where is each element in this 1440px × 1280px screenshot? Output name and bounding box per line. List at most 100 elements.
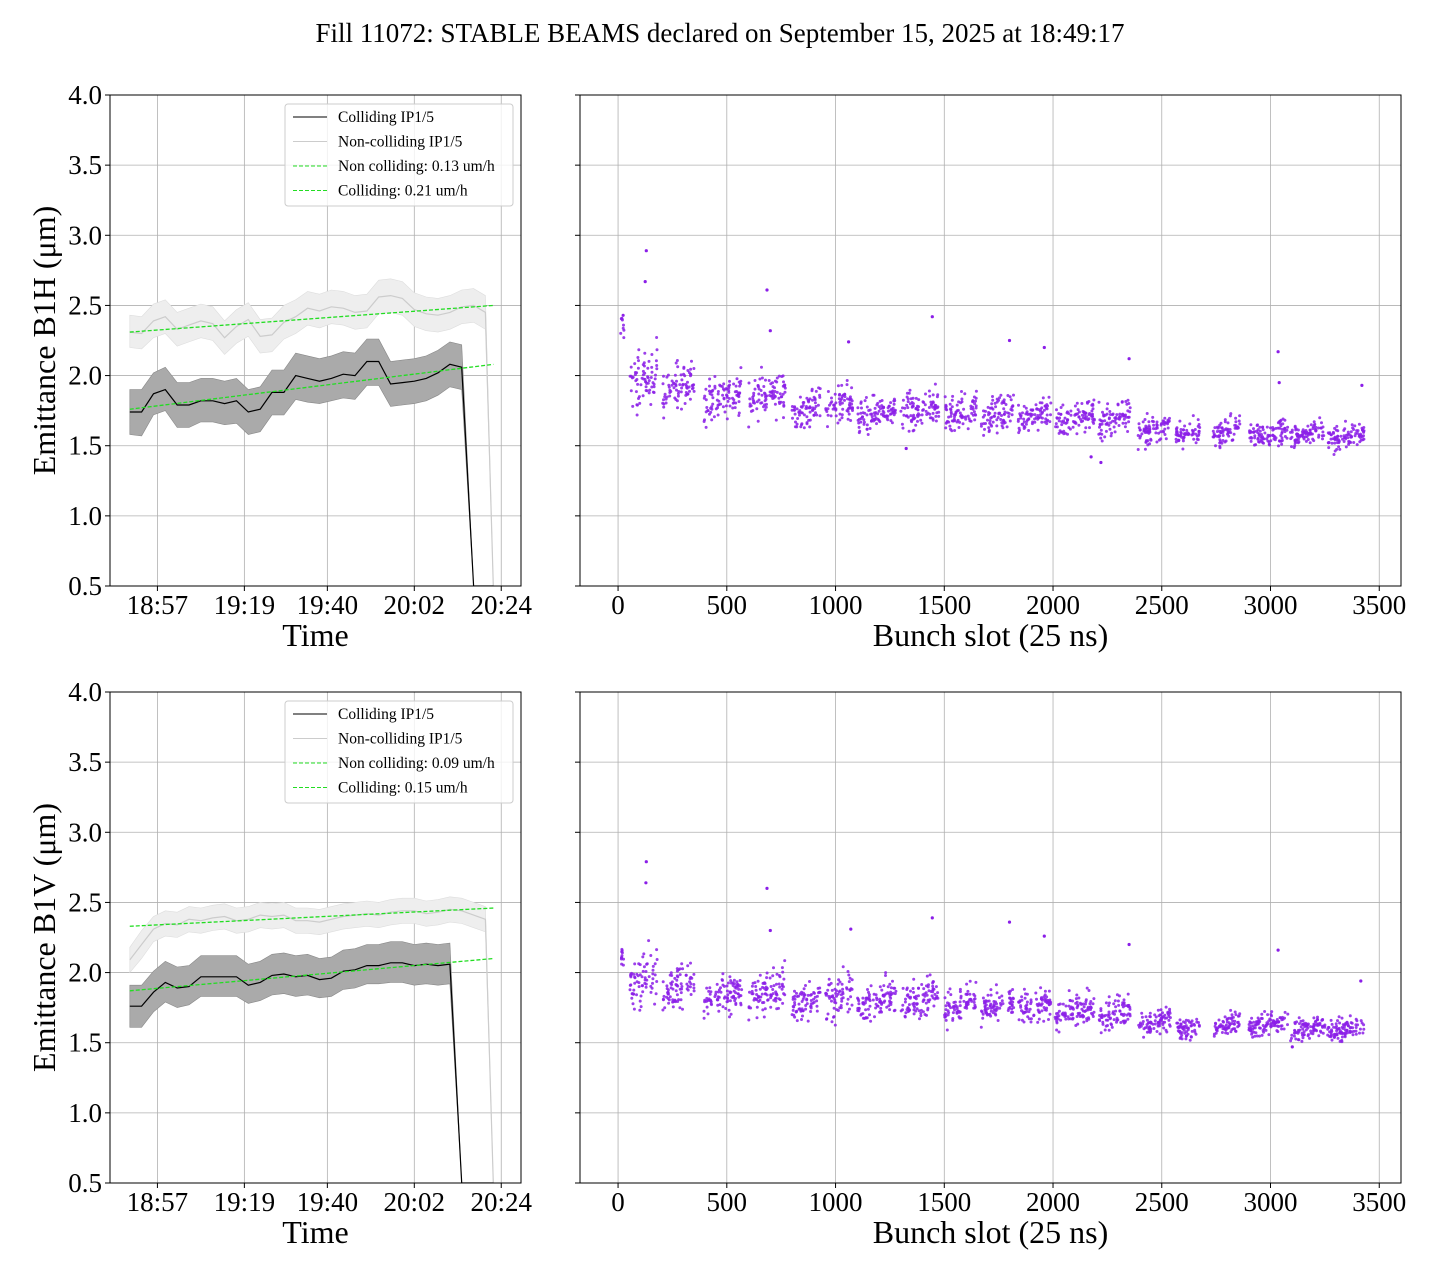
bunch-point	[721, 978, 724, 982]
bunch-point	[1309, 431, 1312, 435]
bunch-point	[646, 376, 650, 380]
bunch-point	[981, 1012, 985, 1016]
bunch-point	[1121, 1001, 1125, 1005]
bunch-point	[1100, 439, 1104, 443]
bunch-point	[712, 415, 716, 419]
bunch-point	[629, 389, 633, 393]
bunch-point	[815, 994, 819, 998]
bunch-point	[661, 401, 665, 405]
bunch-point	[1174, 440, 1178, 444]
bunch-point	[1120, 413, 1124, 417]
bunch-point	[671, 1000, 675, 1004]
bunch-point	[673, 373, 677, 377]
bunch-point	[1293, 444, 1297, 448]
bunch-point	[777, 982, 781, 986]
bunch-point	[1236, 426, 1239, 430]
bunch-point	[950, 398, 954, 402]
bunch-point	[748, 990, 751, 994]
bunch-point	[1090, 414, 1094, 418]
bunch-point	[923, 992, 927, 996]
y-tick-label: 3.0	[68, 817, 102, 847]
bunch-point	[775, 982, 778, 986]
bunch-point	[686, 964, 690, 968]
bunch-point	[1304, 1028, 1308, 1032]
bunch-point	[689, 367, 693, 371]
bunch-point	[737, 395, 741, 399]
bunch-point	[629, 973, 633, 977]
bunch-point	[1259, 435, 1263, 439]
bunch-point	[723, 410, 727, 414]
bunch-point	[1027, 1010, 1031, 1014]
bunch-point	[1354, 432, 1358, 435]
bunch-point	[825, 1017, 829, 1021]
bunch-point	[1177, 438, 1181, 442]
bunch-point	[1145, 426, 1149, 430]
y-tick-label: 4.0	[68, 677, 102, 707]
bunch-point	[1127, 415, 1131, 419]
bunch-point	[716, 406, 719, 410]
bunch-point	[908, 402, 912, 406]
bunch-point	[1061, 403, 1065, 407]
bunch-point	[1147, 430, 1151, 434]
bunch-point	[993, 1007, 997, 1011]
bunch-point	[727, 397, 731, 400]
bunch-point	[768, 976, 772, 980]
bunch-point	[1010, 408, 1014, 412]
bunch-point	[792, 1005, 796, 1009]
bunch-point	[793, 412, 797, 416]
bunch-point	[632, 988, 636, 992]
bunch-point	[794, 1010, 798, 1014]
bunch-point	[838, 412, 842, 416]
bunch-point	[857, 1006, 861, 1010]
bunch-point	[1100, 422, 1104, 426]
bunch-point	[719, 986, 722, 990]
bunch-point	[849, 995, 853, 999]
panel-B1V-time: 0.51.01.52.02.53.03.54.018:57 19:19 19:40 2…	[26, 677, 532, 1250]
bunch-point	[1188, 422, 1192, 426]
bunch-point	[923, 403, 927, 407]
bunch-point	[861, 996, 865, 1000]
bunch-point	[679, 373, 683, 377]
bunch-point	[931, 400, 935, 404]
bunch-point	[1001, 418, 1005, 422]
bunch-point	[1119, 1021, 1123, 1024]
x-tick-label: 1500	[917, 1187, 971, 1217]
bunch-point	[1073, 404, 1077, 408]
bunch-point	[1127, 402, 1131, 405]
bunch-point	[920, 413, 924, 417]
bunch-point	[1263, 431, 1267, 435]
bunch-point	[997, 996, 1001, 1000]
bunch-point	[629, 374, 633, 378]
bunch-point	[728, 383, 732, 387]
bunch-point	[755, 1005, 759, 1009]
bunch-point	[731, 401, 735, 405]
bunch-point	[990, 406, 994, 410]
bunch-point	[1104, 1018, 1108, 1022]
bunch-point	[773, 386, 776, 390]
bunch-point	[1104, 1001, 1108, 1005]
bunch-point	[893, 399, 897, 403]
fit-line-non-colliding	[129, 304, 494, 333]
bunch-point	[1283, 418, 1287, 422]
bunch-point-outlier	[1277, 381, 1281, 385]
bunch-point	[777, 974, 781, 977]
bunch-point	[1304, 429, 1308, 432]
bunch-point	[1126, 398, 1130, 402]
bunch-point	[1195, 437, 1199, 441]
bunch-point	[995, 1005, 999, 1009]
bunch-point	[792, 1013, 796, 1017]
x-tick-label: 3000	[1244, 590, 1298, 620]
bunch-point	[850, 978, 854, 982]
bunch-point	[649, 990, 653, 994]
bunch-point	[760, 992, 764, 996]
bunch-point	[645, 962, 649, 966]
y-tick-label: 1.5	[68, 1028, 102, 1058]
bunch-point	[986, 405, 990, 409]
bunch-point	[828, 403, 831, 407]
bunch-point	[884, 974, 887, 977]
bunch-point	[620, 317, 624, 321]
bunch-point	[735, 377, 739, 381]
bunch-point	[1330, 1022, 1334, 1026]
bunch-point	[1142, 1035, 1146, 1039]
bunch-point	[1231, 438, 1235, 442]
